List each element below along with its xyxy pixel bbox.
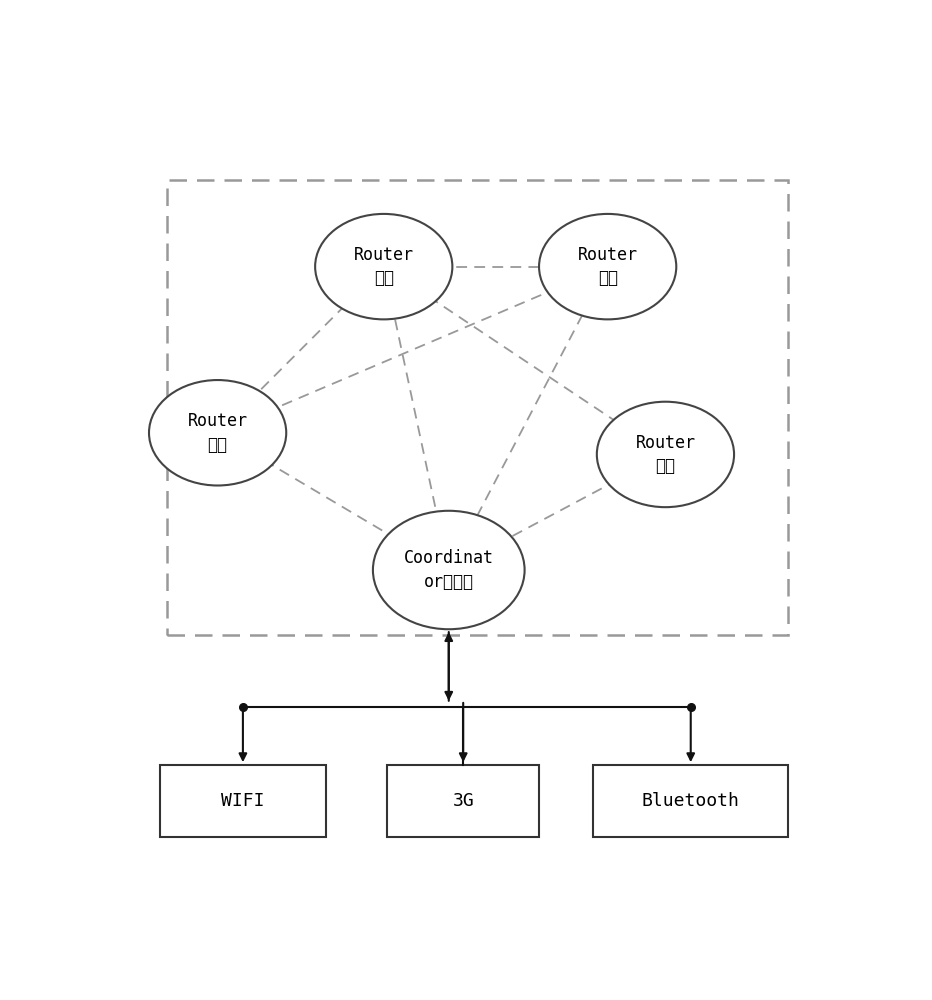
FancyBboxPatch shape <box>594 765 788 837</box>
Ellipse shape <box>315 214 452 319</box>
Text: WIFI: WIFI <box>221 792 265 810</box>
Text: Router
灯具: Router 灯具 <box>578 246 637 287</box>
Text: Router
灯具: Router 灯具 <box>636 434 695 475</box>
FancyBboxPatch shape <box>388 765 539 837</box>
Text: Router
灯具: Router 灯具 <box>354 246 414 287</box>
Text: Coordinat
or协调器: Coordinat or协调器 <box>404 549 494 591</box>
Ellipse shape <box>373 511 525 629</box>
Text: 3G: 3G <box>452 792 474 810</box>
FancyBboxPatch shape <box>160 765 326 837</box>
Ellipse shape <box>539 214 677 319</box>
Ellipse shape <box>596 402 734 507</box>
Ellipse shape <box>149 380 286 485</box>
Text: Router
灯具: Router 灯具 <box>187 412 248 454</box>
Text: Bluetooth: Bluetooth <box>642 792 740 810</box>
